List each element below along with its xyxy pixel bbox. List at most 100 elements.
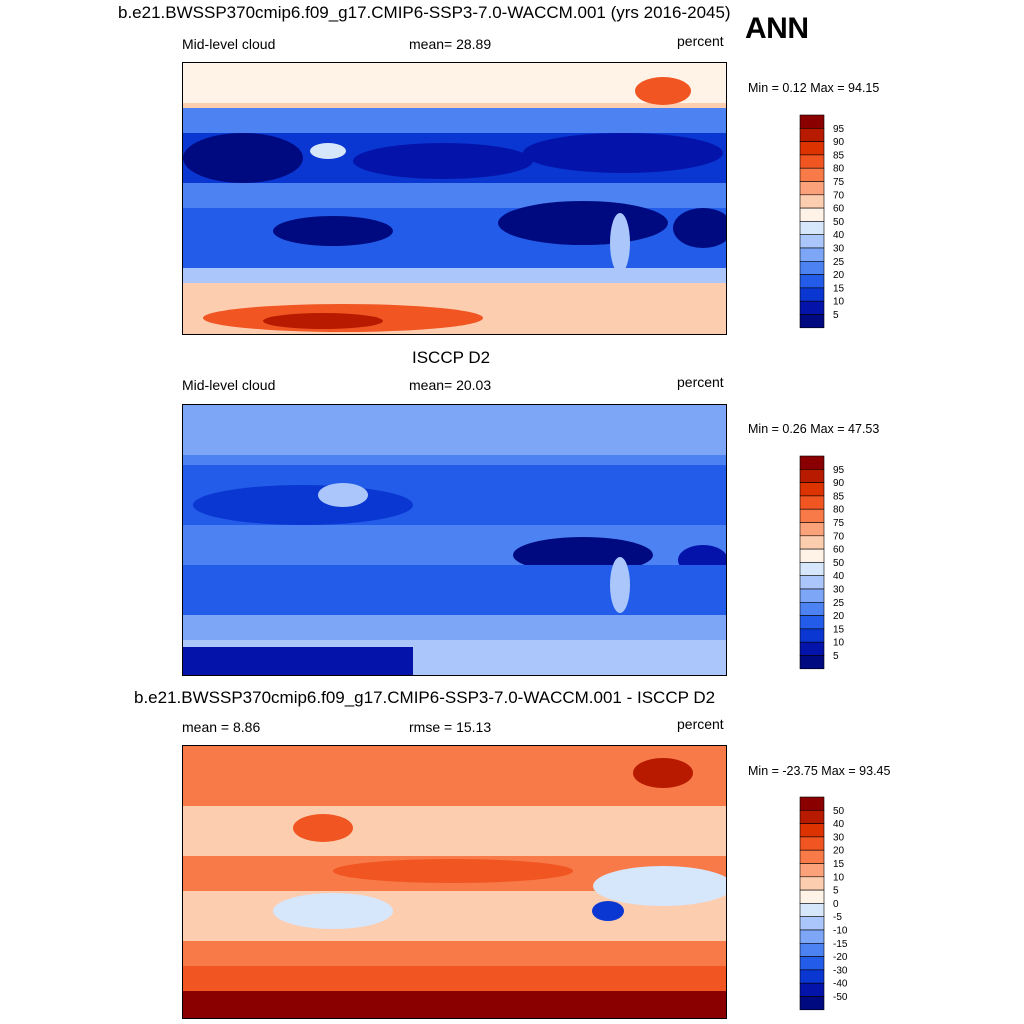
panel1-colorbar-tick-label: 60: [833, 204, 845, 215]
panel2-colorbar-swatch: [799, 588, 825, 603]
panel3-colorbar-swatch: [799, 996, 825, 1011]
panel2-colorbar-swatch: [799, 508, 825, 523]
panel1-colorbar-swatch: [799, 141, 825, 156]
panel2-colorbar-swatch: [799, 641, 825, 656]
panel3-colorbar-tick-label: 40: [833, 819, 845, 830]
panel2-colorbar-tick-label: 85: [833, 491, 845, 502]
panel3-colorbar-tick-label: -50: [833, 992, 848, 1003]
panel3-colorbar-swatch: [799, 929, 825, 944]
panel3-colorbar-swatch: [799, 943, 825, 957]
panel2-colorbar-tick-label: 75: [833, 518, 845, 529]
panel2-colorbar-tick-label: 95: [833, 465, 845, 476]
panel1-colorbar-tick-label: 90: [833, 137, 845, 148]
panel2-colorbar-tick-label: 30: [833, 585, 845, 596]
panel1-colorbar-swatch: [799, 274, 825, 289]
panel1-colorbar-tick-label: 40: [833, 230, 845, 241]
panel2-colorbar-tick-label: 50: [833, 558, 845, 569]
panel3-colorbar-tick-label: -20: [833, 952, 848, 963]
panel2-colorbar-tick-label: 15: [833, 624, 845, 635]
panel2-colorbar-tick-label: 20: [833, 611, 845, 622]
panel2-colorbar-tick-label: 90: [833, 478, 845, 489]
panel3-units-label: percent: [677, 716, 724, 732]
panel1-map: [182, 62, 727, 335]
panel3-colorbar-tick-label: -40: [833, 979, 848, 990]
panel3-colorbar-tick-label: 30: [833, 832, 845, 843]
panel3-colorbar-swatch: [799, 982, 825, 997]
panel2-colorbar-swatch: [799, 548, 825, 563]
panel3-colorbar: 50 40 30 20 15 10 5 0 -5 -10 -15 -20 -30 -40 -50: [799, 796, 860, 1012]
panel1-colorbar-tick-label: 95: [833, 124, 845, 135]
panel2-colorbar-tick-label: 5: [833, 651, 839, 662]
panel2-colorbar-swatch: [799, 562, 825, 577]
panel3-colorbar-swatch: [799, 796, 825, 811]
panel3-colorbar-swatch: [799, 889, 825, 904]
panel3-colorbar-swatch: [799, 823, 825, 838]
panel3-colorbar-swatch: [799, 916, 825, 931]
panel2-colorbar-tick-label: 80: [833, 505, 845, 516]
panel1-colorbar-swatch: [799, 314, 825, 329]
panel2-colorbar-swatch: [799, 615, 825, 630]
panel2-colorbar-tick-label: 40: [833, 571, 845, 582]
panel1-colorbar: 95 90 85 80 75 70 60 50 40 30 25 20 15 10 5: [799, 114, 860, 330]
panel3-colorbar-swatch: [799, 956, 825, 971]
panel1-colorbar-tick-label: 25: [833, 257, 845, 268]
panel3-colorbar-swatch: [799, 849, 825, 864]
panel3-colorbar-tick-label: 10: [833, 872, 845, 883]
panel2-map: [182, 404, 727, 676]
panel3-colorbar-tick-label: 50: [833, 806, 845, 817]
panel1-colorbar-swatch: [799, 234, 825, 249]
panel2-colorbar-swatch: [799, 575, 825, 590]
panel1-colorbar-tick-label: 85: [833, 150, 845, 161]
panel1-colorbar-swatch: [799, 128, 825, 142]
panel1-colorbar-tick-label: 10: [833, 297, 845, 308]
panel1-colorbar-tick-label: 80: [833, 164, 845, 175]
panel2-colorbar-swatch: [799, 628, 825, 643]
panel3-colorbar-swatch: [799, 876, 825, 891]
panel2-colorbar-swatch: [799, 455, 825, 470]
panel3-colorbar-swatch: [799, 810, 825, 824]
panel1-colorbar-swatch: [799, 261, 825, 275]
panel1-title: b.e21.BWSSP370cmip6.f09_g17.CMIP6-SSP3-7…: [118, 3, 731, 22]
panel3-map: [182, 745, 727, 1019]
panel2-units-label: percent: [677, 374, 724, 390]
panel1-colorbar-tick-label: 20: [833, 270, 845, 281]
panel1-colorbar-swatch: [799, 221, 825, 236]
panel3-colorbar-tick-label: 5: [833, 886, 839, 897]
panel1-colorbar-swatch: [799, 194, 825, 209]
panel3-mean-label: mean = 8.86: [182, 719, 261, 735]
panel2-left-label: Mid-level cloud: [182, 377, 276, 393]
season-label: ANN: [745, 12, 809, 45]
panel2-colorbar-swatch: [799, 469, 825, 483]
panel3-colorbar-tick-label: 20: [833, 846, 845, 857]
panel1-mean-label: mean= 28.89: [409, 36, 492, 52]
panel3-colorbar-tick-label: -10: [833, 926, 848, 937]
panel3-colorbar-swatch: [799, 863, 825, 878]
panel3-colorbar-swatch: [799, 969, 825, 984]
panel1-colorbar-tick-label: 75: [833, 177, 845, 188]
panel2-colorbar-tick-label: 60: [833, 545, 845, 556]
panel3-rmse-label: rmse = 15.13: [409, 719, 492, 735]
panel3-minmax: Min = -23.75 Max = 93.45: [748, 764, 891, 778]
panel2-colorbar-swatch: [799, 495, 825, 510]
panel2-colorbar-swatch: [799, 482, 825, 497]
panel2-mean-label: mean= 20.03: [409, 377, 492, 393]
panel1-colorbar-tick-label: 15: [833, 283, 845, 294]
panel2-colorbar-tick-label: 70: [833, 531, 845, 542]
panel2-colorbar-swatch: [799, 522, 825, 537]
panel1-units-label: percent: [677, 33, 724, 49]
panel1-colorbar-tick-label: 50: [833, 217, 845, 228]
panel1-colorbar-swatch: [799, 114, 825, 129]
panel1-colorbar-swatch: [799, 154, 825, 169]
panel2-colorbar: 95 90 85 80 75 70 60 50 40 30 25 20 15 10 5: [799, 455, 860, 671]
panel3-colorbar-tick-label: 0: [833, 899, 839, 910]
panel2-colorbar-tick-label: 10: [833, 638, 845, 649]
panel3-colorbar-swatch: [799, 836, 825, 851]
panel3-title: b.e21.BWSSP370cmip6.f09_g17.CMIP6-SSP3-7…: [134, 688, 716, 707]
panel1-colorbar-swatch: [799, 207, 825, 222]
panel1-minmax: Min = 0.12 Max = 94.15: [748, 81, 880, 95]
panel2-colorbar-swatch: [799, 602, 825, 616]
panel1-colorbar-swatch: [799, 181, 825, 196]
panel2-minmax: Min = 0.26 Max = 47.53: [748, 422, 880, 436]
panel3-colorbar-tick-label: -30: [833, 965, 848, 976]
panel2-colorbar-tick-label: 25: [833, 598, 845, 609]
